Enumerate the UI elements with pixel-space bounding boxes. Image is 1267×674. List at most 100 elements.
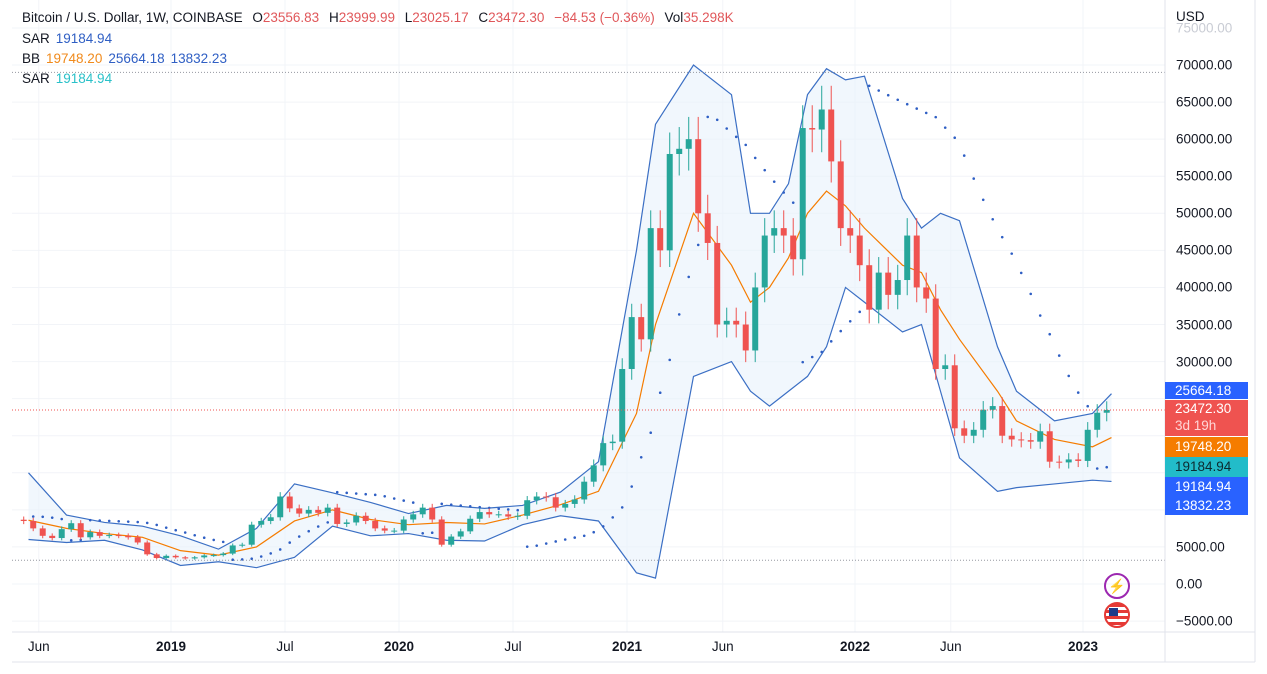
candle-body bbox=[1103, 409, 1110, 413]
candle-body bbox=[505, 514, 512, 517]
sar-dot bbox=[516, 508, 520, 512]
sar-dot bbox=[649, 431, 653, 435]
candle-body bbox=[277, 496, 284, 518]
sar-dot bbox=[117, 520, 121, 523]
sar-dot bbox=[915, 107, 919, 110]
time-axis-label: 2021 bbox=[611, 639, 643, 654]
candle-body bbox=[144, 542, 151, 555]
sar-dot bbox=[877, 89, 881, 92]
candle-body bbox=[30, 520, 37, 529]
candle-body bbox=[647, 228, 654, 340]
sar-label: SAR bbox=[22, 31, 50, 46]
bb-mid-badge: 19748.20 bbox=[1165, 437, 1248, 457]
symbol-legend[interactable]: Bitcoin / U.S. Dollar, 1W, COINBASE O235… bbox=[22, 8, 740, 28]
candle-body bbox=[438, 519, 445, 545]
sar-dot bbox=[164, 526, 168, 529]
sar-dot bbox=[715, 118, 719, 122]
us-flag-icon[interactable] bbox=[1104, 602, 1130, 628]
sar-dot bbox=[1095, 467, 1099, 470]
sar-badge: 19184.94 bbox=[1165, 477, 1248, 496]
candle-body bbox=[695, 139, 702, 214]
candle-body bbox=[115, 535, 122, 537]
sar2-legend[interactable]: SAR 19184.94 bbox=[22, 69, 118, 89]
sar-dot bbox=[240, 558, 244, 561]
candle-body bbox=[609, 441, 616, 444]
sar-dot bbox=[126, 520, 130, 523]
bb-legend[interactable]: BB 19748.20 25664.18 13832.23 bbox=[22, 49, 233, 69]
sar-dot bbox=[1038, 314, 1042, 317]
sar-value: 19184.94 bbox=[55, 31, 113, 46]
sar-dot bbox=[601, 525, 605, 528]
candle-body bbox=[125, 535, 132, 538]
candle-body bbox=[590, 465, 597, 482]
sar-dot bbox=[1000, 235, 1004, 239]
sar-dot bbox=[136, 520, 140, 524]
sar-dot bbox=[411, 501, 415, 504]
parabolic-sar bbox=[31, 84, 1109, 562]
sar-dot bbox=[79, 538, 83, 542]
candle-body bbox=[875, 272, 882, 310]
bollinger-bands bbox=[28, 64, 1112, 579]
sar2-label: SAR bbox=[22, 71, 50, 86]
time-axis-label: 2023 bbox=[1067, 639, 1099, 654]
candle-body bbox=[723, 320, 730, 325]
candle-body bbox=[1084, 429, 1091, 461]
sar-dot bbox=[829, 340, 833, 343]
sar-dot bbox=[563, 538, 567, 541]
candle-body bbox=[619, 368, 626, 442]
sar-dot bbox=[316, 525, 320, 528]
candle-body bbox=[581, 481, 588, 500]
candles bbox=[20, 85, 1110, 560]
sar-dot bbox=[107, 519, 111, 523]
sar-dot bbox=[630, 485, 634, 488]
price-axis-label: 60000.00 bbox=[1176, 131, 1233, 147]
candle-body bbox=[799, 128, 806, 260]
candle-body bbox=[714, 242, 721, 325]
lightning-icon[interactable]: ⚡ bbox=[1104, 573, 1130, 599]
sar-dot bbox=[69, 539, 73, 542]
sar-dot bbox=[250, 557, 254, 561]
sar-legend[interactable]: SAR 19184.94 bbox=[22, 29, 118, 49]
time-axis-label: Jun bbox=[711, 639, 734, 654]
sar-dot bbox=[155, 523, 159, 527]
sar-dot bbox=[392, 497, 396, 500]
sar-dot bbox=[953, 136, 957, 140]
candle-body bbox=[818, 109, 825, 130]
sar-dot bbox=[924, 111, 928, 115]
bb-mid-line bbox=[28, 190, 1112, 556]
sar-dot bbox=[848, 319, 852, 323]
candle-body bbox=[201, 555, 208, 558]
sar-dot bbox=[639, 455, 643, 459]
candle-body bbox=[400, 519, 407, 531]
candle-body bbox=[343, 522, 350, 524]
sar-dot bbox=[763, 168, 767, 172]
candle-body bbox=[296, 508, 303, 514]
sar-dot bbox=[402, 499, 406, 502]
sar-dot bbox=[905, 102, 909, 106]
candle-body bbox=[761, 235, 768, 288]
candle-body bbox=[638, 317, 645, 340]
sar-dot bbox=[335, 490, 339, 494]
candle-body bbox=[334, 507, 341, 524]
sar-dot bbox=[582, 534, 586, 538]
sar-dot bbox=[592, 530, 596, 534]
sar-dot bbox=[962, 154, 966, 157]
price-axis-label: −5000.00 bbox=[1176, 613, 1233, 629]
sar-dot bbox=[687, 275, 691, 279]
sar-dot bbox=[221, 540, 225, 544]
sar-dot bbox=[354, 492, 358, 495]
candle-body bbox=[828, 109, 835, 162]
sar-dot bbox=[658, 391, 662, 394]
sar-dot bbox=[487, 506, 491, 510]
candle-body bbox=[628, 317, 635, 369]
sar-dot bbox=[1057, 354, 1061, 357]
currency-label[interactable]: USD bbox=[1176, 9, 1205, 24]
candle-body bbox=[77, 523, 84, 538]
sar-dot bbox=[867, 84, 871, 88]
candle-body bbox=[989, 406, 996, 410]
bb-mid-value: 19748.20 bbox=[46, 51, 103, 66]
candle-body bbox=[324, 507, 331, 513]
sar-dot bbox=[202, 536, 206, 539]
candle-body bbox=[448, 536, 455, 545]
